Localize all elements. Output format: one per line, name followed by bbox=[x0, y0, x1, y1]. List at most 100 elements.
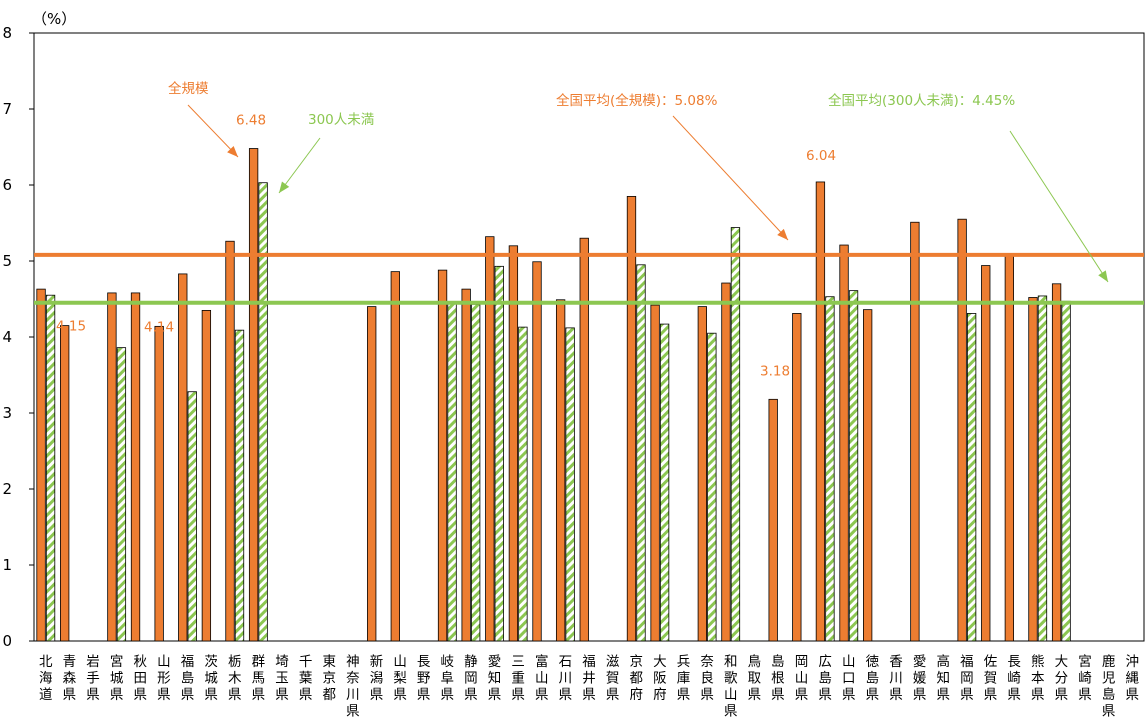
category-label: 山梨県 bbox=[393, 654, 407, 703]
reference-arrow-avg-300-head bbox=[1098, 270, 1108, 282]
bar-all-size-秋田県 bbox=[130, 292, 141, 642]
bar-all-size-大分県 bbox=[1051, 283, 1062, 642]
category-label: 埼玉県 bbox=[275, 654, 289, 703]
reference-arrow-avg-all bbox=[672, 115, 789, 241]
reference-arrow-avg-300 bbox=[1009, 130, 1109, 283]
category-label: 群馬県 bbox=[252, 654, 266, 703]
category-label: 石川県 bbox=[559, 654, 573, 703]
value-label-1: 4.15 bbox=[56, 319, 86, 335]
category-label: 佐賀県 bbox=[984, 654, 998, 703]
category-label: 京都府 bbox=[629, 654, 643, 703]
bar-under300-大分県 bbox=[1061, 300, 1071, 642]
bar-under300-静岡県 bbox=[471, 303, 481, 642]
bar-all-size-愛媛県 bbox=[910, 221, 920, 642]
category-label: 岩手県 bbox=[86, 654, 100, 703]
value-label-9: 6.48 bbox=[236, 113, 266, 129]
value-label-33: 6.04 bbox=[806, 148, 836, 164]
category-label: 福岡県 bbox=[960, 654, 974, 703]
category-label: 和歌山県 bbox=[724, 654, 738, 718]
category-label: 鳥取県 bbox=[748, 654, 762, 703]
category-label: 徳島県 bbox=[866, 654, 880, 703]
category-label: 鹿児島県 bbox=[1102, 653, 1116, 718]
y-tick-label: 5 bbox=[2, 252, 12, 270]
y-tick-label: 6 bbox=[2, 176, 12, 194]
y-tick-label: 2 bbox=[2, 480, 12, 498]
category-label: 岡山県 bbox=[795, 654, 809, 703]
category-label: 広島県 bbox=[818, 654, 832, 703]
bar-all-size-北海道 bbox=[36, 288, 46, 642]
category-label: 東京都 bbox=[322, 654, 336, 703]
bar-all-size-山口県 bbox=[839, 244, 849, 642]
category-label: 北海道 bbox=[39, 654, 53, 703]
bar-all-size-大阪府 bbox=[650, 304, 660, 642]
category-label: 富山県 bbox=[535, 653, 549, 703]
category-label: 秋田県 bbox=[134, 654, 148, 703]
bar-under300-福岡県 bbox=[966, 313, 977, 642]
category-label: 奈良県 bbox=[700, 654, 714, 703]
category-label: 長野県 bbox=[417, 654, 431, 703]
reference-lines bbox=[34, 252, 1144, 305]
bar-all-size-愛知県 bbox=[485, 236, 495, 642]
legend-arrow-under300-head bbox=[279, 181, 290, 193]
category-label: 千葉県 bbox=[299, 654, 313, 703]
category-label: 熊本県 bbox=[1031, 654, 1045, 703]
bar-all-size-島根県 bbox=[768, 398, 778, 642]
category-label: 大阪府 bbox=[653, 654, 667, 703]
bar-all-size-岐阜県 bbox=[437, 269, 448, 642]
category-label: 宮城県 bbox=[110, 654, 124, 703]
category-label: 愛知県 bbox=[488, 654, 502, 703]
bar-all-size-京都府 bbox=[626, 195, 637, 642]
bar-all-size-三重県 bbox=[508, 245, 519, 642]
y-tick-label: 4 bbox=[2, 328, 12, 346]
bar-all-size-佐賀県 bbox=[981, 265, 991, 642]
bar-all-size-熊本県 bbox=[1028, 297, 1038, 642]
bar-under300-宮城県 bbox=[116, 347, 127, 642]
bar-all-size-福井県 bbox=[579, 237, 589, 642]
legend-arrow-all-size-head bbox=[227, 145, 238, 157]
chart-bars bbox=[36, 148, 1071, 642]
plot-frame bbox=[33, 32, 1145, 642]
bar-all-size-山梨県 bbox=[390, 271, 400, 642]
category-label: 高知県 bbox=[937, 653, 951, 703]
bar-under300-栃木県 bbox=[234, 329, 245, 642]
bar-under300-北海道 bbox=[45, 294, 56, 642]
category-label: 滋賀県 bbox=[606, 654, 620, 703]
category-label: 静岡県 bbox=[464, 654, 478, 703]
reference-label-avg-300: 全国平均(300人未満)：4.45% bbox=[828, 92, 1015, 109]
bar-all-size-群馬県 bbox=[248, 148, 259, 642]
category-label: 新潟県 bbox=[370, 654, 384, 703]
chart-annotations: 全規模 300人未満 6.48 4.15 4.14 3.18 6.04 全国平均(全規模)：5… bbox=[56, 80, 1109, 379]
category-label: 愛媛県 bbox=[913, 654, 927, 703]
category-label: 栃木県 bbox=[228, 654, 242, 703]
y-tick-label: 7 bbox=[2, 100, 12, 118]
category-label: 青森県 bbox=[63, 654, 77, 703]
bar-under300-奈良県 bbox=[707, 332, 717, 642]
legend-callout-all-size: 全規模 bbox=[168, 80, 209, 97]
chart-axes: 0 1 2 3 4 5 6 7 8 （%） bbox=[2, 10, 1145, 650]
reference-label-avg-all: 全国平均(全規模)：5.08% bbox=[556, 92, 718, 109]
value-label-5: 4.14 bbox=[144, 319, 174, 335]
bar-under300-山口県 bbox=[848, 290, 859, 642]
bar-under300-愛知県 bbox=[494, 265, 504, 642]
bar-all-size-静岡県 bbox=[461, 288, 471, 642]
bar-under300-石川県 bbox=[565, 327, 575, 642]
legend-arrow-all-size bbox=[187, 104, 239, 158]
bar-under300-熊本県 bbox=[1037, 295, 1048, 642]
category-label: 山形県 bbox=[157, 654, 171, 703]
category-labels: 北海道青森県岩手県宮城県秋田県山形県福島県茨城県栃木県群馬県埼玉県千葉県東京都神… bbox=[39, 653, 1139, 718]
legend-callout-under300: 300人未満 bbox=[308, 112, 374, 128]
bar-all-size-石川県 bbox=[555, 299, 566, 642]
bar-all-size-栃木県 bbox=[225, 240, 235, 642]
bar-all-size-山形県 bbox=[154, 325, 164, 642]
category-label: 神奈川県 bbox=[346, 654, 360, 718]
category-label: 宮崎県 bbox=[1078, 654, 1092, 703]
bar-all-size-富山県 bbox=[532, 261, 542, 642]
bar-under300-岐阜県 bbox=[447, 301, 457, 642]
bar-all-size-新潟県 bbox=[367, 306, 377, 642]
bar-all-size-福島県 bbox=[178, 273, 188, 642]
y-tick-label: 8 bbox=[2, 24, 12, 42]
bar-all-size-茨城県 bbox=[201, 309, 212, 642]
bar-all-size-広島県 bbox=[815, 181, 826, 642]
bar-all-size-長崎県 bbox=[1004, 255, 1015, 642]
